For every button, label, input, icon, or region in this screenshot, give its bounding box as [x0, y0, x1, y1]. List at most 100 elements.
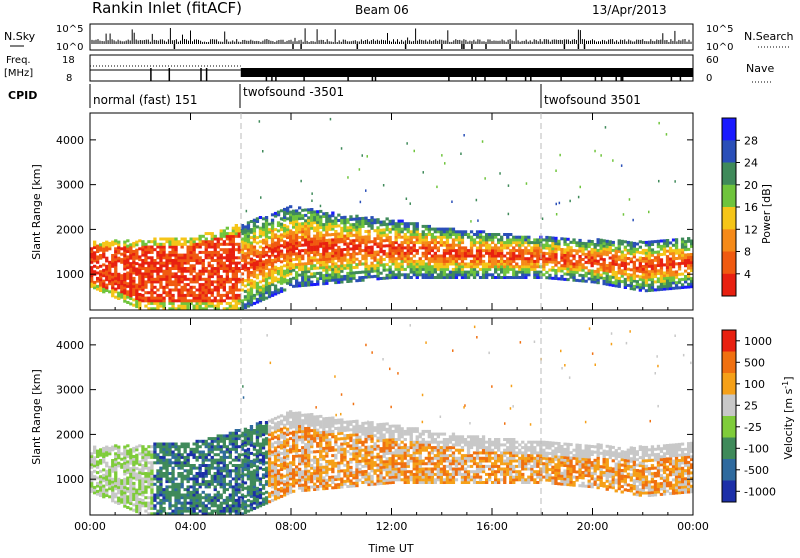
heatmap-cell — [147, 477, 150, 480]
heatmap-cell — [153, 238, 156, 241]
heatmap-cell — [244, 295, 247, 298]
heatmap-cell — [524, 241, 527, 244]
heatmap-cell — [108, 277, 111, 280]
heatmap-cell — [491, 252, 494, 255]
heatmap-cell — [615, 252, 618, 255]
heatmap-cell — [211, 240, 214, 243]
heatmap-cell — [654, 272, 657, 275]
heatmap-cell — [187, 278, 190, 281]
heatmap-cell — [452, 246, 455, 249]
heatmap-cell — [684, 254, 687, 257]
heatmap-cell — [184, 459, 187, 462]
heatmap-cell — [437, 273, 440, 276]
heatmap-cell — [114, 239, 117, 242]
heatmap-cell — [367, 235, 370, 238]
heatmap-cell — [551, 255, 554, 258]
heatmap-cell — [229, 286, 232, 289]
heatmap-cell — [123, 297, 126, 300]
heatmap-cell — [114, 272, 117, 275]
heatmap-cell — [606, 275, 609, 278]
heatmap-cell — [621, 275, 624, 278]
heatmap-cell — [657, 272, 660, 275]
heatmap-cell — [129, 243, 132, 246]
heatmap-cell — [458, 249, 461, 252]
heatmap-cell — [226, 502, 229, 505]
heatmap-cell — [138, 485, 141, 488]
heatmap-cell — [603, 280, 606, 283]
heatmap-cell — [428, 257, 431, 260]
heatmap-cell — [217, 280, 220, 283]
heatmap-cell — [413, 260, 416, 263]
heatmap-cell — [684, 259, 687, 262]
heatmap-cell — [171, 472, 174, 475]
heatmap-cell — [171, 243, 174, 246]
heatmap-cell — [319, 253, 322, 256]
heatmap-cell — [205, 267, 208, 270]
heatmap-cell — [440, 241, 443, 244]
heatmap-cell — [422, 276, 425, 279]
heatmap-cell — [226, 483, 229, 486]
heatmap-cell — [159, 480, 162, 483]
heatmap-cell — [111, 262, 114, 265]
heatmap-cell — [105, 278, 108, 281]
heatmap-cell — [162, 299, 165, 302]
heatmap-cell — [199, 246, 202, 249]
heatmap-cell — [310, 262, 313, 265]
heatmap-cell — [295, 209, 298, 212]
heatmap-cell — [497, 238, 500, 241]
heatmap-cell — [389, 239, 392, 242]
heatmap-cell — [425, 276, 428, 279]
heatmap-cell — [407, 230, 410, 233]
heatmap-cell — [497, 246, 500, 249]
heatmap-cell — [506, 265, 509, 268]
heatmap-cell — [283, 219, 286, 222]
heatmap-cell — [181, 275, 184, 278]
heatmap-cell — [253, 238, 256, 241]
heatmap-cell — [630, 274, 633, 277]
heatmap-cell — [352, 261, 355, 264]
heatmap-cell — [229, 507, 232, 510]
heatmap-cell — [250, 220, 253, 223]
heatmap-cell — [289, 270, 292, 273]
heatmap-cell — [190, 467, 193, 470]
heatmap-cell — [669, 266, 672, 269]
heatmap-cell — [256, 255, 259, 258]
heatmap-cell — [150, 477, 153, 480]
heatmap-cell — [196, 243, 199, 246]
heatmap-cell — [223, 264, 226, 267]
heatmap-cell — [645, 270, 648, 273]
heatmap-cell — [458, 273, 461, 276]
heatmap-cell — [319, 245, 322, 248]
heatmap-cell — [174, 238, 177, 241]
heatmap-cell — [461, 273, 464, 276]
heatmap-cell — [120, 296, 123, 299]
heatmap-cell — [521, 236, 524, 239]
heatmap-cell — [515, 257, 518, 260]
heatmap-cell — [482, 241, 485, 244]
heatmap-cell — [111, 481, 114, 484]
heatmap-cell — [114, 493, 117, 496]
heatmap-cell — [244, 503, 247, 506]
heatmap-cell — [135, 456, 138, 459]
heatmap-cell — [512, 257, 515, 260]
heatmap-cell — [367, 265, 370, 268]
heatmap-cell — [440, 255, 443, 258]
heatmap-cell — [187, 291, 190, 294]
heatmap-cell — [156, 305, 159, 308]
heatmap-cell — [458, 252, 461, 255]
heatmap-cell — [190, 499, 193, 502]
heatmap-cell — [313, 245, 316, 248]
heatmap-cell — [229, 232, 232, 235]
heatmap-cell — [346, 259, 349, 262]
heatmap-cell — [244, 436, 247, 439]
heatmap-cell — [346, 280, 349, 283]
heatmap-cell — [196, 475, 199, 478]
heatmap-cell — [648, 289, 651, 292]
heatmap-cell — [497, 241, 500, 244]
heatmap-cell — [500, 246, 503, 249]
heatmap-cell — [383, 223, 386, 226]
heatmap-cell — [464, 233, 467, 236]
heatmap-cell — [666, 133, 668, 136]
heatmap-cell — [253, 275, 256, 278]
heatmap-cell — [560, 275, 563, 278]
